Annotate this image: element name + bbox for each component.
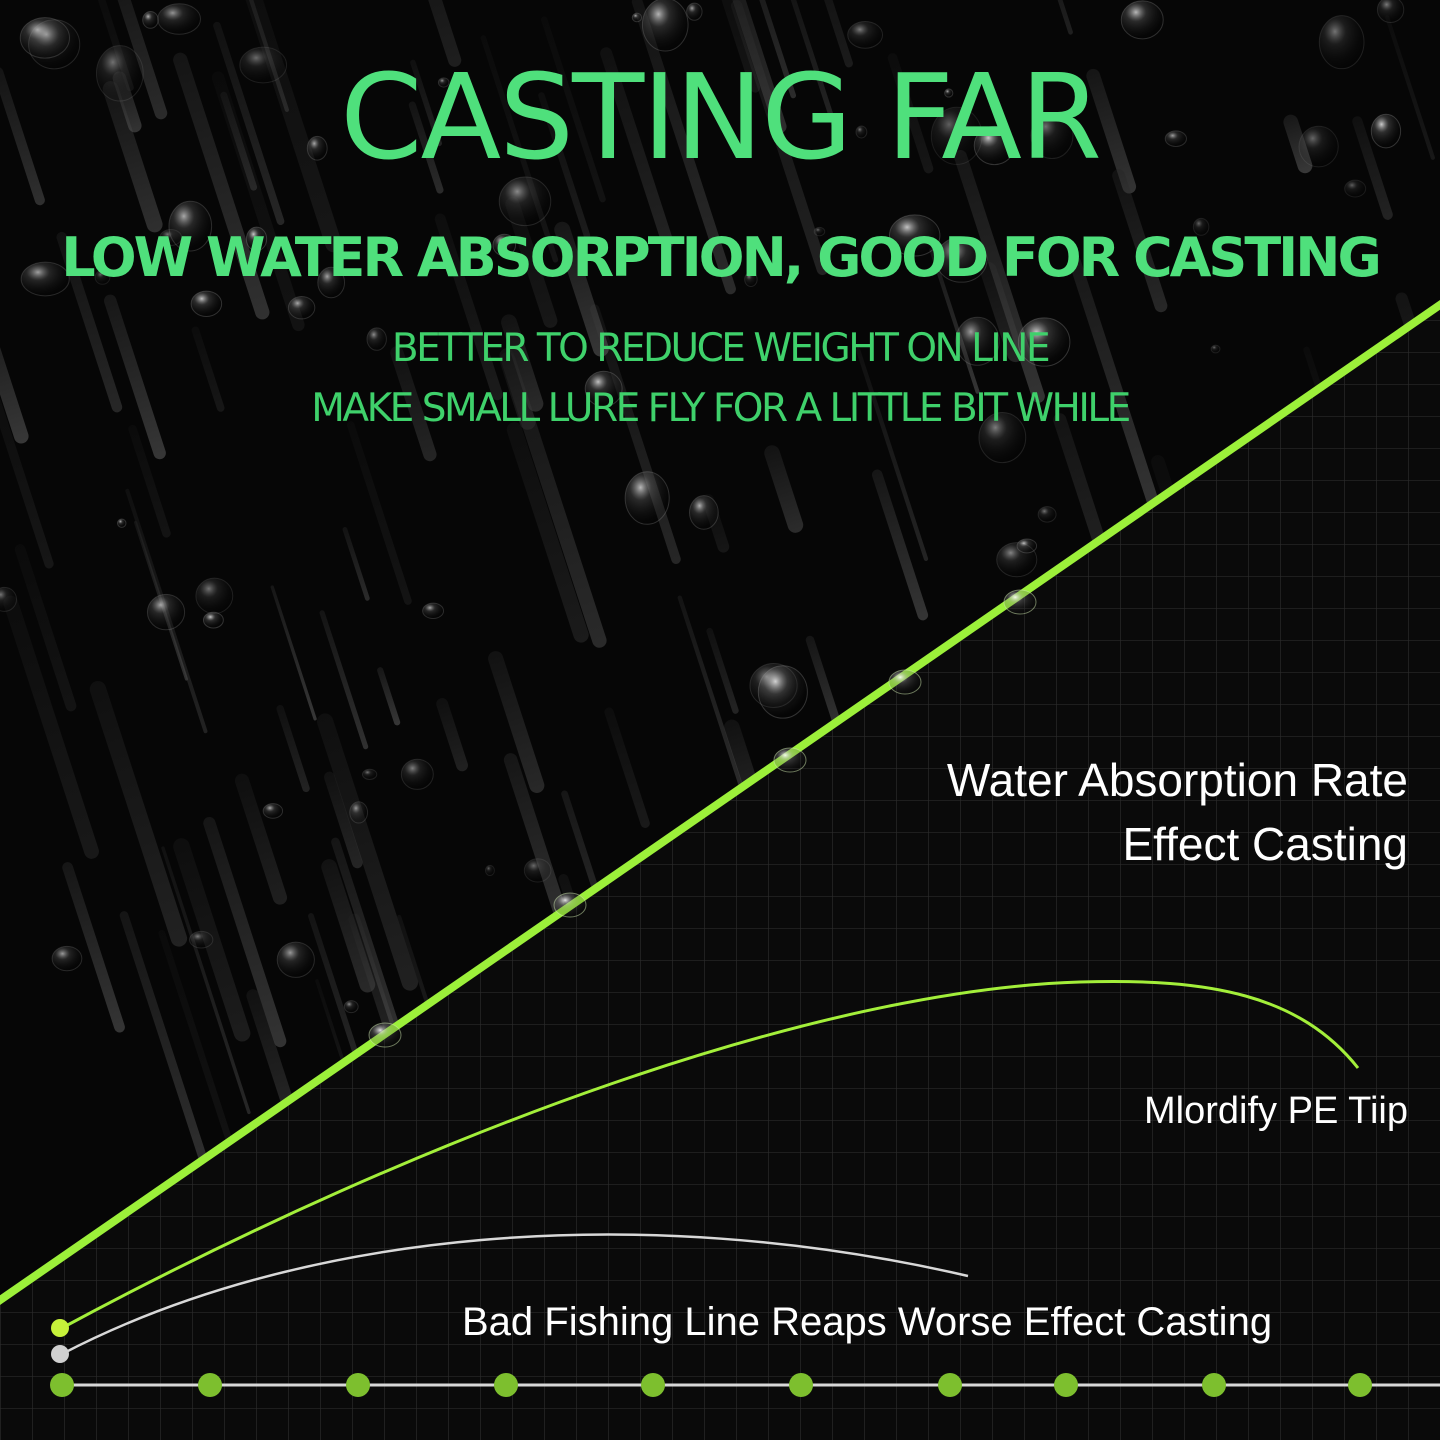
baseline-dot [198, 1373, 222, 1397]
good-casting-curve [61, 979, 1360, 1330]
bad-casting-curve [61, 1233, 969, 1356]
baseline-dot [494, 1373, 518, 1397]
baseline-dot [1348, 1373, 1372, 1397]
good-start-dot [51, 1319, 69, 1337]
headline: CASTING FAR [340, 48, 1102, 186]
bad-line-label: Bad Fishing Line Reaps Worse Effect Cast… [462, 1300, 1273, 1344]
casting-line-diagonal [0, 300, 1440, 1305]
water-absorption-label-line-2: Effect Casting [1122, 818, 1408, 870]
tagline-line-1: BETTER TO REDUCE WEIGHT ON LINE [391, 326, 1051, 371]
green-dot-icon [50, 1373, 1372, 1397]
baseline-dot [346, 1373, 370, 1397]
baseline-dot [789, 1373, 813, 1397]
baseline-dot [1202, 1373, 1226, 1397]
bad-start-dot [51, 1345, 69, 1363]
subheadline: LOW WATER ABSORPTION, GOOD FOR CASTING [61, 226, 1382, 289]
baseline-dot [1054, 1373, 1078, 1397]
tagline-line-2: MAKE SMALL LURE FLY FOR A LITTLE BIT WHI… [311, 386, 1131, 431]
baseline-dot [938, 1373, 962, 1397]
baseline-dot [50, 1373, 74, 1397]
water-absorption-label-line-1: Water Absorption Rate [946, 754, 1408, 806]
good-line-label: Mlordify PE Tiip [1144, 1090, 1408, 1132]
water-absorption-label: Water Absorption Rate Effect Casting [947, 748, 1408, 876]
baseline-dot [641, 1373, 665, 1397]
